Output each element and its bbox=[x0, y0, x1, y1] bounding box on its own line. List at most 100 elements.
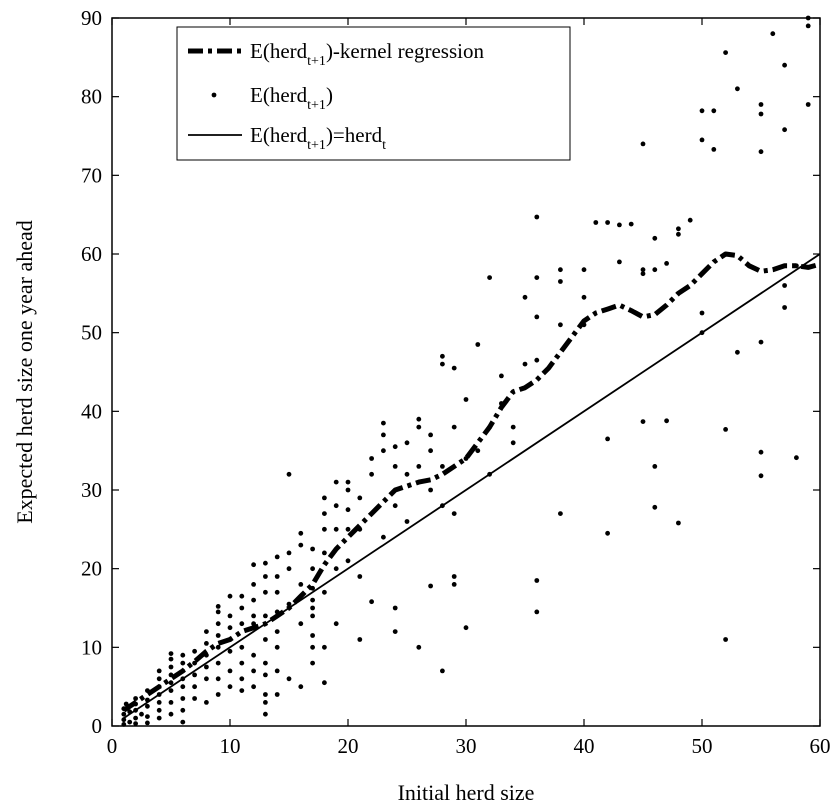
y-tick-label: 60 bbox=[81, 242, 102, 266]
scatter-point bbox=[451, 582, 457, 587]
scatter-point bbox=[758, 149, 764, 155]
scatter-point bbox=[758, 102, 764, 107]
scatter-point bbox=[711, 108, 717, 114]
scatter-point bbox=[676, 231, 681, 237]
scatter-point bbox=[121, 711, 127, 717]
legend: E(herdt+1)-kernel regression E(herdt+1) … bbox=[176, 26, 571, 161]
scatter-point bbox=[156, 676, 162, 682]
scatter-point bbox=[581, 294, 587, 300]
scatter-point bbox=[298, 621, 304, 627]
scatter-point bbox=[416, 644, 422, 650]
scatter-point bbox=[168, 688, 174, 693]
scatter-point bbox=[357, 637, 363, 642]
scatter-point bbox=[215, 692, 221, 697]
scatter-point bbox=[145, 688, 150, 693]
scatter-point bbox=[428, 448, 433, 454]
scatter-point bbox=[251, 652, 256, 658]
scatter-point bbox=[758, 473, 764, 479]
scatter-point bbox=[156, 668, 162, 674]
scatter-point bbox=[416, 464, 422, 469]
scatter-point bbox=[215, 644, 221, 650]
scatter-point bbox=[640, 271, 646, 277]
scatter-point bbox=[451, 574, 457, 579]
scatter-point bbox=[381, 534, 386, 540]
y-tick-label: 10 bbox=[81, 635, 102, 659]
scatter-point bbox=[168, 656, 174, 662]
scatter-point bbox=[534, 275, 540, 280]
scatter-point bbox=[392, 605, 398, 611]
scatter-point bbox=[322, 644, 327, 650]
legend-box bbox=[176, 26, 571, 161]
scatter-point bbox=[333, 479, 339, 485]
scatter-point bbox=[286, 550, 292, 556]
scatter-point bbox=[180, 707, 186, 713]
scatter-point bbox=[227, 593, 233, 599]
scatter-point bbox=[192, 684, 198, 690]
scatter-point bbox=[534, 214, 540, 220]
scatter-point bbox=[180, 660, 186, 666]
scatter-point bbox=[428, 487, 433, 493]
scatter-point bbox=[322, 550, 327, 556]
scatter-point bbox=[310, 546, 315, 552]
scatter-point bbox=[558, 511, 563, 516]
scatter-point bbox=[145, 714, 150, 719]
identity-line bbox=[123, 253, 821, 719]
scatter-point bbox=[463, 456, 469, 461]
y-tick-label: 30 bbox=[81, 478, 102, 502]
scatter-point bbox=[274, 589, 280, 595]
scatter-point bbox=[239, 621, 245, 627]
scatter-point bbox=[558, 279, 563, 284]
scatter-point bbox=[298, 684, 304, 690]
scatter-point bbox=[286, 601, 292, 607]
x-tick-label: 10 bbox=[220, 734, 241, 758]
scatter-point bbox=[463, 397, 469, 402]
scatter-point bbox=[192, 648, 198, 654]
scatter-point bbox=[192, 672, 198, 678]
scatter-point bbox=[156, 700, 162, 705]
scatter-point bbox=[251, 597, 256, 603]
x-tick-label: 50 bbox=[692, 734, 713, 758]
ticks: 0 10 20 30 40 50 60 0 10 20 30 40 50 60 70 80 90 bbox=[81, 6, 831, 758]
scatter-point bbox=[617, 259, 622, 265]
scatter-point bbox=[534, 578, 540, 583]
scatter-point bbox=[215, 676, 221, 682]
scatter-point bbox=[723, 50, 728, 55]
scatter-point bbox=[121, 717, 127, 723]
scatter-point bbox=[487, 424, 492, 430]
scatter-point bbox=[735, 349, 740, 355]
y-tick-label: 70 bbox=[81, 163, 102, 187]
scatter-point bbox=[263, 672, 268, 678]
scatter-point bbox=[133, 701, 139, 707]
scatter-point bbox=[227, 613, 233, 619]
scatter-point bbox=[782, 283, 787, 288]
scatter-point bbox=[239, 644, 245, 650]
scatter-point bbox=[263, 613, 268, 619]
scatter-point bbox=[381, 432, 386, 438]
y-tick-label: 50 bbox=[81, 321, 102, 345]
scatter-point bbox=[440, 361, 445, 367]
scatter-point bbox=[239, 676, 245, 682]
scatter-point bbox=[322, 680, 327, 686]
x-tick-label: 60 bbox=[810, 734, 831, 758]
scatter-point bbox=[310, 597, 315, 603]
x-tick-label: 40 bbox=[574, 734, 595, 758]
scatter-point bbox=[664, 418, 669, 424]
scatter-point bbox=[640, 419, 646, 424]
scatter-point bbox=[499, 401, 504, 406]
scatter-point bbox=[392, 464, 398, 469]
scatter-point bbox=[770, 31, 776, 37]
scatter-point bbox=[263, 560, 268, 566]
scatter-point bbox=[274, 554, 280, 560]
scatter-point bbox=[168, 680, 174, 686]
scatter-point bbox=[369, 599, 374, 605]
scatter-point bbox=[251, 613, 256, 619]
scatter-point bbox=[204, 652, 209, 658]
scatter-point bbox=[251, 582, 256, 587]
scatter-point bbox=[475, 342, 481, 347]
scatter-point bbox=[652, 235, 658, 241]
scatter-point bbox=[180, 719, 186, 725]
scatter-point bbox=[440, 464, 445, 469]
scatter-point bbox=[310, 644, 315, 650]
scatter-point bbox=[133, 715, 139, 721]
scatter-point bbox=[357, 495, 363, 501]
